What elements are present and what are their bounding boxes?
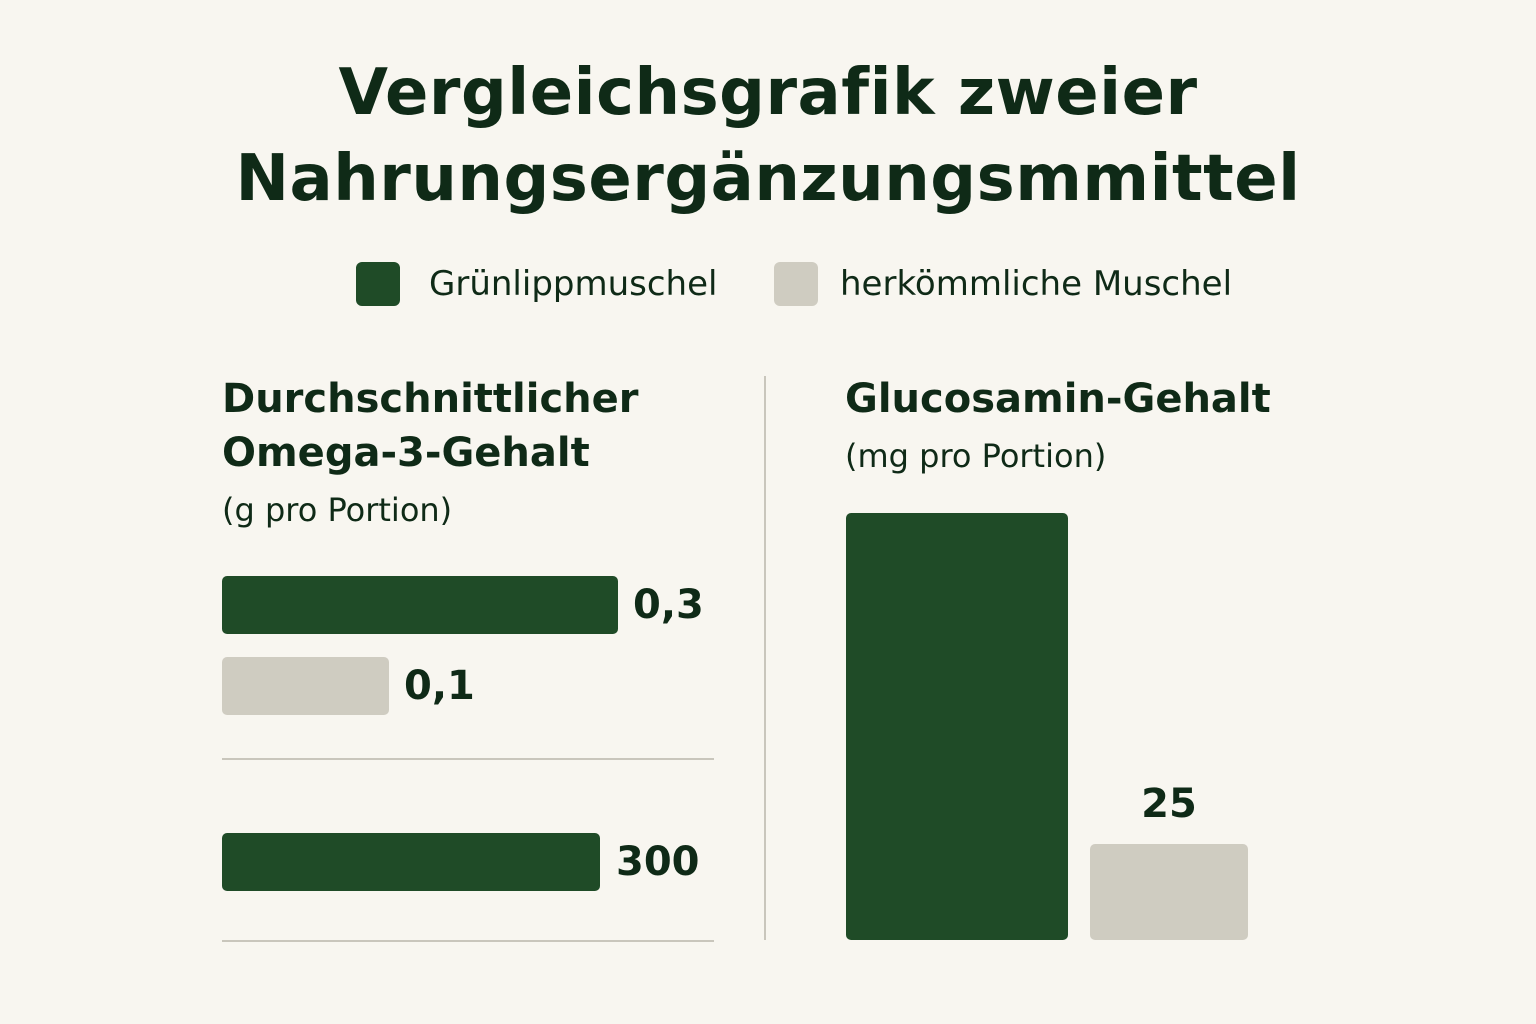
omega3-bar-gruenlippmuschel-2 <box>222 833 600 891</box>
omega3-unit: (g pro Portion) <box>222 491 453 529</box>
omega3-value-gruenlippmuschel: 0,3 <box>633 582 704 628</box>
omega3-divider-2 <box>222 940 714 942</box>
chart-title: Vergleichsgrafik zweier Nahrungsergänzun… <box>0 50 1536 222</box>
legend-swatch-gruenlippmuschel <box>356 262 400 306</box>
omega3-value-gruenlippmuschel-2: 300 <box>616 839 700 885</box>
legend-swatch-herkoemmliche-muschel <box>774 262 818 306</box>
glucosamin-value-herkoemmliche-muschel: 25 <box>1141 781 1197 827</box>
chart-title-line-2: Nahrungsergänzungsmmittel <box>235 142 1301 216</box>
omega3-divider-1 <box>222 758 714 760</box>
glucosamin-bar-herkoemmliche-muschel <box>1090 844 1248 940</box>
legend-label-herkoemmliche-muschel: herkömmliche Muschel <box>840 264 1233 304</box>
omega3-title-line-1: Durchschnittlicher <box>222 376 639 422</box>
glucosamin-unit: (mg pro Portion) <box>845 437 1107 475</box>
omega3-title-line-2: Omega-3-Gehalt <box>222 430 590 476</box>
chart-title-line-1: Vergleichsgrafik zweier <box>338 56 1198 130</box>
glucosamin-bar-gruenlippmuschel <box>846 513 1068 940</box>
legend-label-gruenlippmuschel: Grünlipp­muschel <box>429 264 718 304</box>
omega3-value-herkoemmliche-muschel: 0,1 <box>404 663 475 709</box>
omega3-bar-herkoemmliche-muschel <box>222 657 389 715</box>
omega3-bar-gruenlippmuschel <box>222 576 618 634</box>
panel-separator <box>764 376 766 940</box>
glucosamin-title: Glucosamin-Gehalt <box>845 376 1271 422</box>
